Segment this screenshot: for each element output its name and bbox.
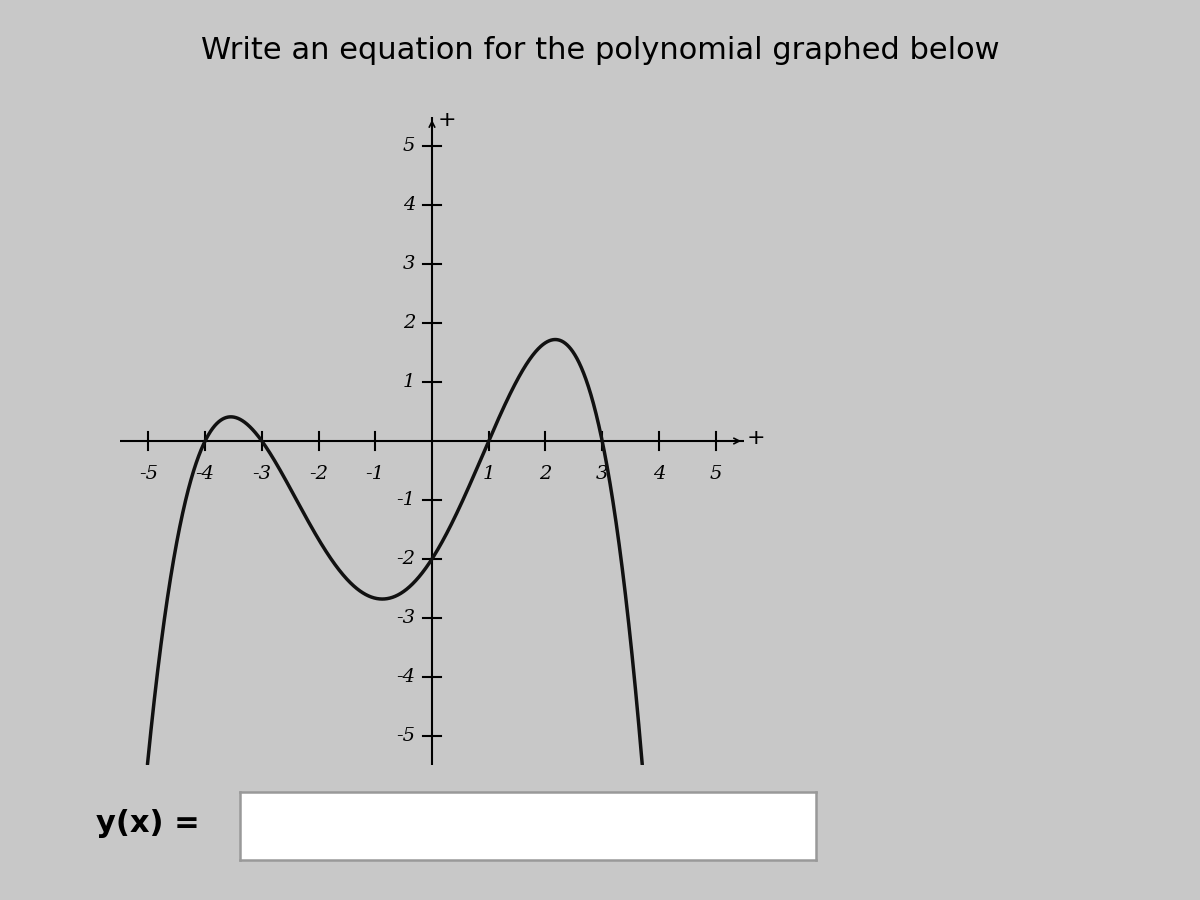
Text: 2: 2 [403,314,415,332]
Text: -2: -2 [310,464,328,482]
Text: -4: -4 [196,464,215,482]
Text: 5: 5 [709,464,722,482]
Text: -4: -4 [396,668,415,686]
Text: 1: 1 [403,374,415,392]
Text: Write an equation for the polynomial graphed below: Write an equation for the polynomial gra… [200,36,1000,65]
Text: 4: 4 [403,196,415,214]
Text: 3: 3 [596,464,608,482]
Text: -3: -3 [252,464,271,482]
Text: 3: 3 [403,256,415,274]
Text: -5: -5 [396,726,415,744]
Text: -1: -1 [366,464,385,482]
Text: 4: 4 [653,464,665,482]
Text: +: + [746,428,766,448]
Text: -5: -5 [139,464,158,482]
Text: 5: 5 [403,138,415,156]
Text: -1: -1 [396,491,415,508]
Text: 1: 1 [482,464,494,482]
Text: -3: -3 [396,608,415,626]
Text: y(x) =: y(x) = [96,809,199,838]
Text: 2: 2 [539,464,552,482]
Text: -2: -2 [396,550,415,568]
Text: +: + [438,110,456,130]
